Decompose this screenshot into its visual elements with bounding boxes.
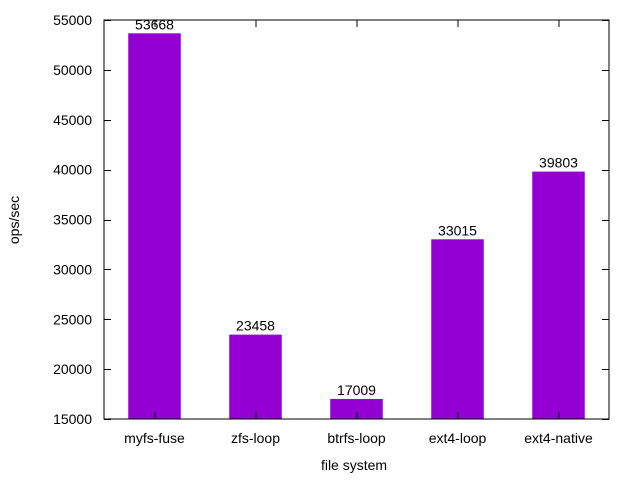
x-tick-label-btrfs-loop: btrfs-loop bbox=[327, 430, 386, 446]
x-tick-label-ext4-native: ext4-native bbox=[524, 430, 593, 446]
y-tick-label: 45000 bbox=[53, 112, 92, 128]
y-tick-label: 50000 bbox=[53, 62, 92, 78]
x-tick-label-zfs-loop: zfs-loop bbox=[231, 430, 280, 446]
data-label-ext4-native: 39803 bbox=[539, 155, 578, 171]
x-axis-title: file system bbox=[321, 457, 387, 473]
x-tick-label-myfs-fuse: myfs-fuse bbox=[124, 430, 185, 446]
data-label-myfs-fuse: 53668 bbox=[135, 16, 174, 32]
y-tick-label: 35000 bbox=[53, 212, 92, 228]
y-axis-ticks: 15000 20000 25000 30000 35000 40000 45000 50000… bbox=[53, 12, 609, 427]
y-tick-label: 55000 bbox=[53, 12, 92, 28]
y-tick-label: 30000 bbox=[53, 261, 92, 277]
data-label-ext4-loop: 33015 bbox=[438, 222, 477, 238]
y-tick-label: 40000 bbox=[53, 162, 92, 178]
data-label-zfs-loop: 23458 bbox=[236, 318, 275, 334]
data-labels: 53668 23458 17009 33015 39803 bbox=[135, 16, 578, 398]
bar-ext4-loop bbox=[431, 239, 484, 419]
y-tick-label: 20000 bbox=[53, 361, 92, 377]
y-tick-label: 25000 bbox=[53, 311, 92, 327]
x-tick-label-ext4-loop: ext4-loop bbox=[429, 430, 487, 446]
y-tick-label: 15000 bbox=[53, 411, 92, 427]
bar-ext4-native bbox=[532, 171, 585, 419]
bar-zfs-loop bbox=[229, 334, 282, 419]
bars bbox=[128, 20, 585, 419]
bar-myfs-fuse bbox=[128, 33, 181, 419]
x-axis-tick-labels: myfs-fuse zfs-loop btrfs-loop ext4-loop ext4… bbox=[124, 430, 593, 446]
y-axis-title: ops/sec bbox=[6, 196, 22, 244]
plot-frame bbox=[103, 19, 610, 420]
bar-btrfs-loop bbox=[330, 398, 383, 419]
data-label-btrfs-loop: 17009 bbox=[337, 382, 376, 398]
